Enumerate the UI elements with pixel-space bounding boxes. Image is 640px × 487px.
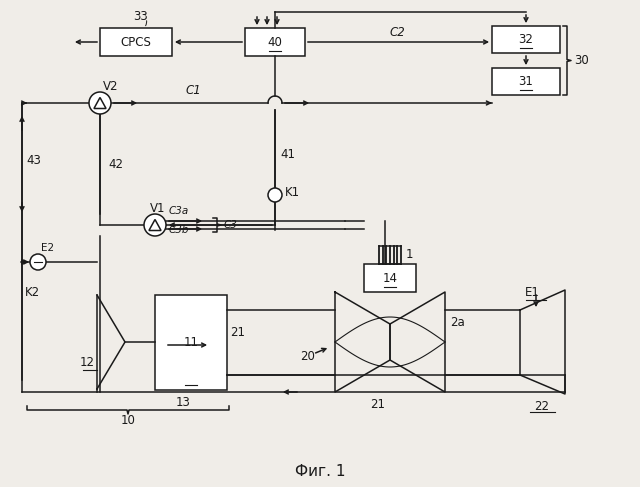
Text: 43: 43 (26, 153, 41, 167)
Text: 40: 40 (268, 36, 282, 49)
Text: 2a: 2a (450, 316, 465, 329)
Text: 11: 11 (184, 336, 198, 349)
Text: 22: 22 (534, 399, 550, 412)
Circle shape (89, 92, 111, 114)
Text: K1: K1 (285, 187, 300, 200)
Bar (100, 28, 172, 56)
Bar (245, 28, 305, 56)
Text: K2: K2 (25, 285, 40, 299)
Text: 12: 12 (80, 356, 95, 369)
Text: 32: 32 (518, 33, 533, 46)
Text: 41: 41 (280, 149, 295, 162)
Text: V2: V2 (103, 80, 118, 94)
Text: E2: E2 (41, 243, 54, 253)
Text: CPCS: CPCS (120, 36, 152, 49)
Text: 21: 21 (230, 325, 245, 338)
Text: 30: 30 (574, 54, 589, 67)
Text: V1: V1 (150, 203, 166, 216)
Text: 13: 13 (176, 395, 191, 409)
Text: 10: 10 (120, 413, 136, 427)
Text: 1: 1 (406, 248, 413, 262)
Text: C3a: C3a (169, 206, 189, 216)
Bar (155, 295, 227, 390)
Text: 14: 14 (383, 271, 397, 284)
Text: C2: C2 (390, 25, 406, 38)
Bar (364, 264, 416, 292)
Text: C3b: C3b (169, 225, 189, 235)
Circle shape (144, 214, 166, 236)
Text: 20: 20 (300, 351, 315, 363)
Text: E1: E1 (525, 285, 540, 299)
Bar (492, 68, 560, 95)
Text: 42: 42 (108, 157, 123, 170)
Text: 33: 33 (134, 10, 148, 22)
Text: Фиг. 1: Фиг. 1 (295, 465, 345, 480)
Circle shape (268, 188, 282, 202)
Circle shape (30, 254, 46, 270)
Text: 31: 31 (518, 75, 533, 88)
Text: 21: 21 (370, 397, 385, 411)
Text: C3: C3 (224, 220, 238, 230)
Text: C1: C1 (185, 85, 201, 97)
Bar (492, 26, 560, 53)
